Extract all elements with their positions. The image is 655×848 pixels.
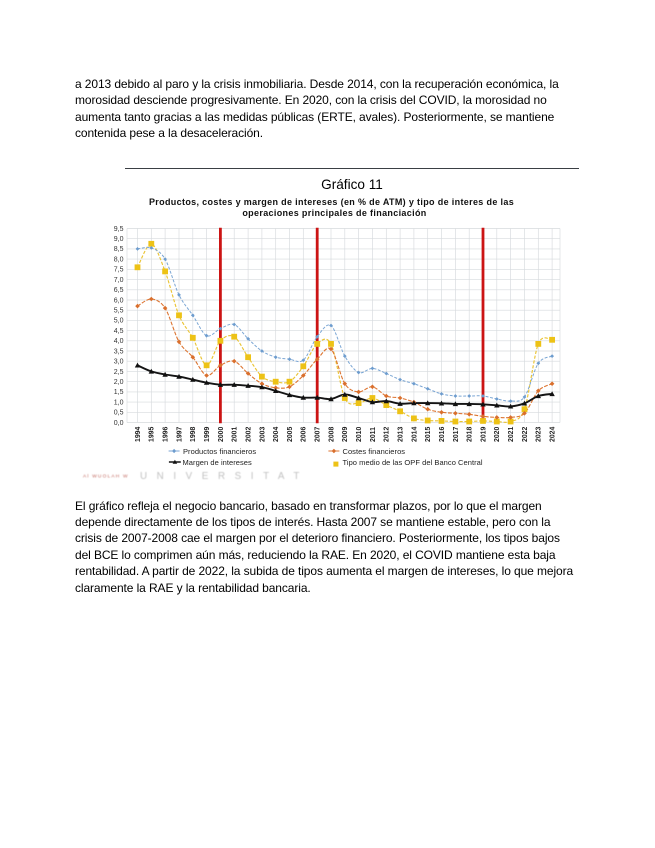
svg-text:2004: 2004: [273, 427, 280, 442]
svg-text:9,0: 9,0: [114, 236, 124, 243]
svg-text:UNIVERSITAT: UNIVERSITAT: [140, 471, 309, 482]
svg-text:2014: 2014: [411, 427, 418, 442]
svg-text:Productos, costes y margen de: Productos, costes y margen de intereses …: [149, 197, 514, 207]
svg-text:2011: 2011: [370, 427, 377, 442]
svg-text:0,5: 0,5: [114, 410, 124, 417]
svg-text:1999: 1999: [204, 427, 211, 442]
svg-text:7,0: 7,0: [114, 277, 124, 284]
svg-text:2002: 2002: [246, 427, 253, 442]
svg-text:1,5: 1,5: [114, 389, 124, 396]
svg-text:3,5: 3,5: [114, 348, 124, 355]
svg-text:1998: 1998: [190, 427, 197, 442]
svg-text:3,0: 3,0: [114, 359, 124, 366]
svg-text:2012: 2012: [384, 427, 391, 442]
svg-text:Tipo medio de las OPF del Banc: Tipo medio de las OPF del Banco Central: [343, 458, 483, 467]
svg-text:5,5: 5,5: [114, 308, 124, 315]
svg-text:2,0: 2,0: [114, 379, 124, 386]
svg-text:2,5: 2,5: [114, 369, 124, 376]
svg-text:8,5: 8,5: [114, 246, 124, 253]
svg-text:9,5: 9,5: [114, 226, 124, 233]
svg-text:2016: 2016: [439, 427, 446, 442]
svg-text:2019: 2019: [480, 427, 487, 442]
svg-text:Al WUOLAH W: Al WUOLAH W: [83, 474, 129, 480]
svg-text:2023: 2023: [536, 427, 543, 442]
svg-text:2000: 2000: [218, 427, 225, 442]
svg-text:8,0: 8,0: [114, 256, 124, 263]
svg-text:2018: 2018: [467, 427, 474, 442]
svg-text:7,5: 7,5: [114, 267, 124, 274]
svg-text:Margen de intereses: Margen de intereses: [183, 458, 253, 467]
svg-text:6,0: 6,0: [114, 297, 124, 304]
svg-text:1996: 1996: [163, 427, 170, 442]
svg-text:1994: 1994: [135, 427, 142, 442]
svg-text:2003: 2003: [259, 427, 266, 442]
svg-text:0,0: 0,0: [114, 420, 124, 427]
svg-text:2015: 2015: [425, 427, 432, 442]
svg-text:1,0: 1,0: [114, 399, 124, 406]
svg-text:2017: 2017: [453, 427, 460, 442]
svg-text:2020: 2020: [494, 427, 501, 442]
svg-text:operaciones principales de fin: operaciones principales de financiación: [242, 208, 426, 218]
svg-text:2024: 2024: [550, 427, 557, 442]
svg-text:2008: 2008: [328, 427, 335, 442]
svg-text:2022: 2022: [522, 427, 529, 442]
svg-text:5,0: 5,0: [114, 318, 124, 325]
svg-text:6,5: 6,5: [114, 287, 124, 294]
svg-text:4,0: 4,0: [114, 338, 124, 345]
svg-text:2013: 2013: [398, 427, 405, 442]
svg-text:Costes financieros: Costes financieros: [343, 447, 406, 456]
svg-text:2005: 2005: [287, 427, 294, 442]
svg-text:2007: 2007: [315, 427, 322, 442]
svg-text:Productos financieros: Productos financieros: [183, 447, 256, 456]
svg-text:4,5: 4,5: [114, 328, 124, 335]
svg-text:2001: 2001: [232, 427, 239, 442]
svg-text:2010: 2010: [356, 427, 363, 442]
svg-text:1997: 1997: [176, 427, 183, 442]
svg-text:1995: 1995: [149, 427, 156, 442]
svg-text:2021: 2021: [508, 427, 515, 442]
svg-text:2006: 2006: [301, 427, 308, 442]
svg-text:2009: 2009: [342, 427, 349, 442]
